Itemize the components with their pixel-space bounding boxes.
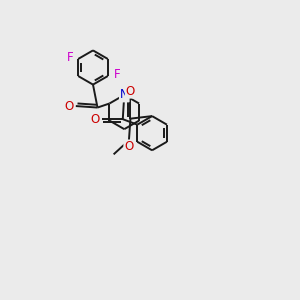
Text: O: O [124,140,134,153]
Text: O: O [126,85,135,98]
Text: F: F [113,68,120,81]
Text: O: O [90,113,100,126]
Text: N: N [120,88,129,101]
Text: F: F [67,51,73,64]
Text: O: O [64,100,74,112]
